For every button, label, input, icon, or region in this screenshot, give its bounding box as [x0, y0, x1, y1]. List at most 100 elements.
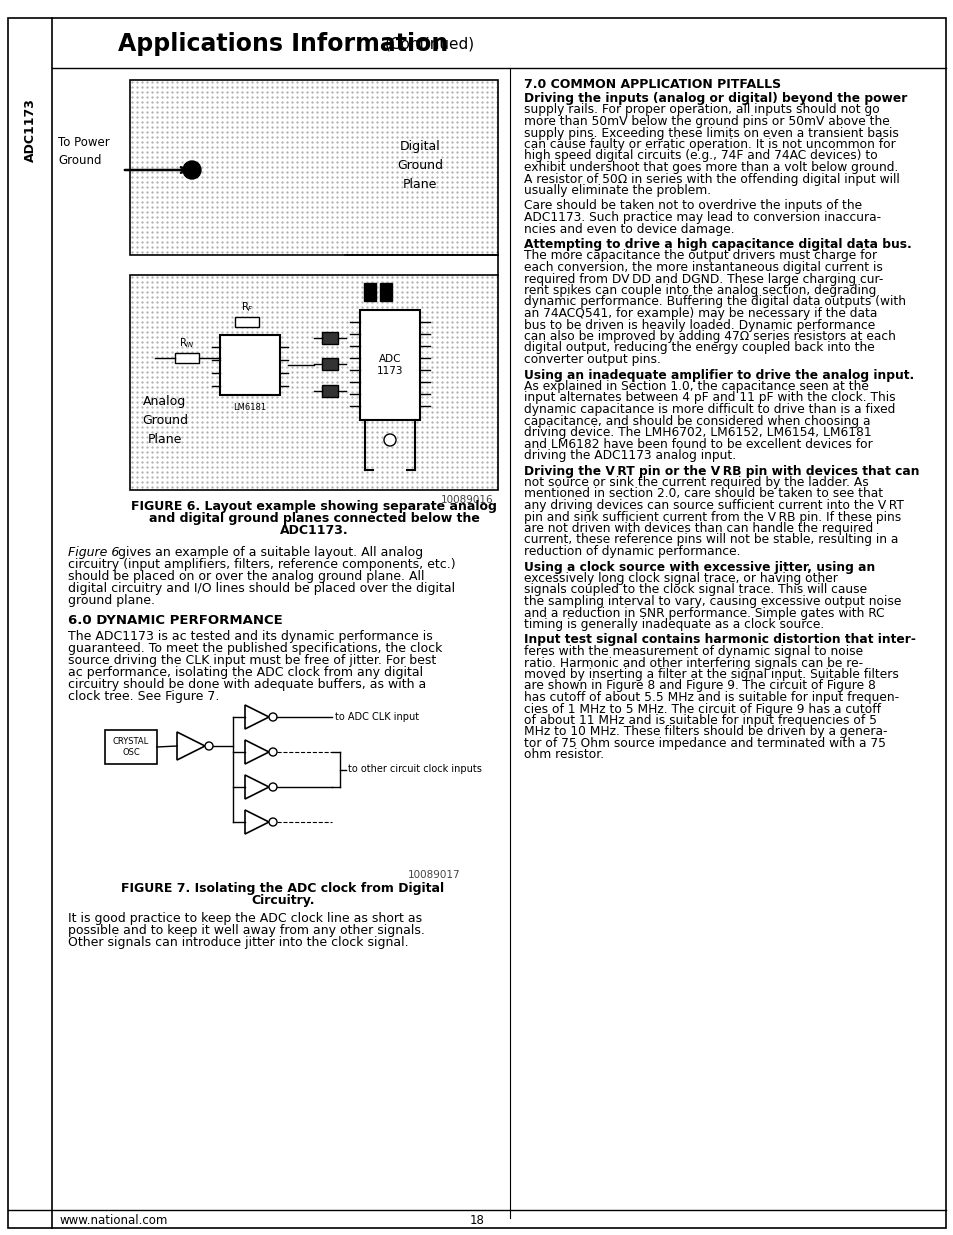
Text: ratio. Harmonic and other interfering signals can be re-: ratio. Harmonic and other interfering si… [523, 657, 862, 669]
Text: guaranteed. To meet the published specifications, the clock: guaranteed. To meet the published specif… [68, 642, 442, 655]
Text: ac performance, isolating the ADC clock from any digital: ac performance, isolating the ADC clock … [68, 666, 423, 679]
Text: gives an example of a suitable layout. All analog: gives an example of a suitable layout. A… [118, 546, 423, 559]
Text: moved by inserting a filter at the signal input. Suitable filters: moved by inserting a filter at the signa… [523, 668, 898, 680]
Text: and LM6182 have been found to be excellent devices for: and LM6182 have been found to be excelle… [523, 437, 872, 451]
Text: excessively long clock signal trace, or having other: excessively long clock signal trace, or … [523, 572, 837, 585]
Text: dynamic capacitance is more difficult to drive than is a fixed: dynamic capacitance is more difficult to… [523, 403, 895, 416]
Polygon shape [245, 776, 269, 799]
Text: has cutoff of about 5.5 MHz and is suitable for input frequen-: has cutoff of about 5.5 MHz and is suita… [523, 692, 898, 704]
Text: R$_{IN}$: R$_{IN}$ [179, 336, 194, 350]
Circle shape [269, 818, 276, 826]
Polygon shape [245, 740, 269, 764]
Circle shape [183, 161, 201, 179]
Text: should be placed on or over the analog ground plane. All: should be placed on or over the analog g… [68, 571, 424, 583]
Text: Driving the inputs (analog or digital) beyond the power: Driving the inputs (analog or digital) b… [523, 91, 906, 105]
Text: timing is generally inadequate as a clock source.: timing is generally inadequate as a cloc… [523, 618, 823, 631]
Text: Applications Information: Applications Information [118, 32, 448, 56]
Text: Driving the V RT pin or the V RB pin with devices that can: Driving the V RT pin or the V RB pin wit… [523, 464, 919, 478]
Text: 10089016: 10089016 [440, 495, 493, 505]
Text: It is good practice to keep the ADC clock line as short as: It is good practice to keep the ADC cloc… [68, 911, 421, 925]
Bar [322, 358, 337, 370]
Text: The ADC1173 is ac tested and its dynamic performance is: The ADC1173 is ac tested and its dynamic… [68, 630, 433, 643]
Circle shape [269, 713, 276, 721]
Text: 6.0 DYNAMIC PERFORMANCE: 6.0 DYNAMIC PERFORMANCE [68, 614, 282, 627]
Text: 7.0 COMMON APPLICATION PITFALLS: 7.0 COMMON APPLICATION PITFALLS [523, 78, 781, 91]
Text: mentioned in section 2.0, care should be taken to see that: mentioned in section 2.0, care should be… [523, 488, 882, 500]
Text: Using an inadequate amplifier to drive the analog input.: Using an inadequate amplifier to drive t… [523, 368, 913, 382]
Bar [174, 353, 199, 363]
Text: supply pins. Exceeding these limits on even a transient basis: supply pins. Exceeding these limits on e… [523, 126, 898, 140]
Text: Figure 6: Figure 6 [68, 546, 119, 559]
Bar [322, 332, 337, 345]
Text: converter output pins.: converter output pins. [523, 353, 660, 366]
Text: 18: 18 [469, 1214, 484, 1226]
Text: more than 50mV below the ground pins or 50mV above the: more than 50mV below the ground pins or … [523, 115, 889, 128]
Bar [130, 80, 497, 254]
Text: the sampling interval to vary, causing excessive output noise: the sampling interval to vary, causing e… [523, 595, 901, 608]
Text: ohm resistor.: ohm resistor. [523, 748, 603, 762]
Text: pin and sink sufficient current from the V RB pin. If these pins: pin and sink sufficient current from the… [523, 510, 901, 524]
Bar [379, 283, 392, 301]
Text: To Power
Ground: To Power Ground [58, 137, 110, 168]
Text: are shown in Figure 8 and Figure 9. The circuit of Figure 8: are shown in Figure 8 and Figure 9. The … [523, 679, 875, 693]
Text: ncies and even to device damage.: ncies and even to device damage. [523, 222, 734, 236]
Bar [364, 283, 375, 301]
Text: digital circuitry and I/O lines should be placed over the digital: digital circuitry and I/O lines should b… [68, 582, 455, 595]
Text: Analog
Ground
Plane: Analog Ground Plane [142, 395, 188, 446]
Text: ADC1173: ADC1173 [24, 98, 36, 162]
Text: digital output, reducing the energy coupled back into the: digital output, reducing the energy coup… [523, 342, 874, 354]
Text: 10089017: 10089017 [407, 869, 459, 881]
Circle shape [384, 433, 395, 446]
Text: can cause faulty or erratic operation. It is not uncommon for: can cause faulty or erratic operation. I… [523, 138, 895, 151]
Text: LM6181: LM6181 [233, 403, 266, 412]
Text: not source or sink the current required by the ladder. As: not source or sink the current required … [523, 475, 868, 489]
Text: www.national.com: www.national.com [60, 1214, 168, 1226]
Text: Input test signal contains harmonic distortion that inter-: Input test signal contains harmonic dist… [523, 634, 915, 646]
Text: Attempting to drive a high capacitance digital data bus.: Attempting to drive a high capacitance d… [523, 238, 911, 251]
Text: and a reduction in SNR performance. Simple gates with RC: and a reduction in SNR performance. Simp… [523, 606, 883, 620]
Text: As explained in Section 1.0, the capacitance seen at the: As explained in Section 1.0, the capacit… [523, 380, 868, 393]
Text: MHz to 10 MHz. These filters should be driven by a genera-: MHz to 10 MHz. These filters should be d… [523, 725, 886, 739]
Text: to other circuit clock inputs: to other circuit clock inputs [348, 764, 481, 774]
Text: R$_F$: R$_F$ [240, 300, 253, 314]
Text: ADC1173. Such practice may lead to conversion inaccura-: ADC1173. Such practice may lead to conve… [523, 211, 881, 224]
Bar [234, 317, 258, 327]
Bar [322, 385, 337, 396]
Text: ground plane.: ground plane. [68, 594, 154, 606]
Text: capacitance, and should be considered when choosing a: capacitance, and should be considered wh… [523, 415, 869, 427]
Text: source driving the CLK input must be free of jitter. For best: source driving the CLK input must be fre… [68, 655, 436, 667]
Text: each conversion, the more instantaneous digital current is: each conversion, the more instantaneous … [523, 261, 882, 274]
Text: feres with the measurement of dynamic signal to noise: feres with the measurement of dynamic si… [523, 645, 862, 658]
Text: can also be improved by adding 47Ω series resistors at each: can also be improved by adding 47Ω serie… [523, 330, 895, 343]
Text: usually eliminate the problem.: usually eliminate the problem. [523, 184, 710, 198]
Circle shape [269, 748, 276, 756]
Text: ADC
1173: ADC 1173 [376, 354, 403, 375]
Text: signals coupled to the clock signal trace. This will cause: signals coupled to the clock signal trac… [523, 583, 866, 597]
Text: A resistor of 50Ω in series with the offending digital input will: A resistor of 50Ω in series with the off… [523, 173, 899, 185]
Text: input alternates between 4 pF and 11 pF with the clock. This: input alternates between 4 pF and 11 pF … [523, 391, 895, 405]
Text: Using a clock source with excessive jitter, using an: Using a clock source with excessive jitt… [523, 561, 874, 573]
Text: circuitry (input amplifiers, filters, reference components, etc.): circuitry (input amplifiers, filters, re… [68, 558, 456, 571]
Text: are not driven with devices than can handle the required: are not driven with devices than can han… [523, 522, 872, 535]
Text: FIGURE 6. Layout example showing separate analog: FIGURE 6. Layout example showing separat… [131, 500, 497, 513]
Text: of about 11 MHz and is suitable for input frequencies of 5: of about 11 MHz and is suitable for inpu… [523, 714, 876, 727]
Bar [105, 730, 157, 764]
Text: an 74ACQ541, for example) may be necessary if the data: an 74ACQ541, for example) may be necessa… [523, 308, 877, 320]
Text: Circuitry.: Circuitry. [251, 894, 314, 906]
Text: and digital ground planes connected below the: and digital ground planes connected belo… [149, 513, 479, 525]
Text: driving device. The LMH6702, LM6152, LM6154, LM6181: driving device. The LMH6702, LM6152, LM6… [523, 426, 871, 438]
Text: circuitry should be done with adequate buffers, as with a: circuitry should be done with adequate b… [68, 678, 426, 692]
Text: The more capacitance the output drivers must charge for: The more capacitance the output drivers … [523, 249, 876, 263]
Circle shape [269, 783, 276, 790]
Text: Other signals can introduce jitter into the clock signal.: Other signals can introduce jitter into … [68, 936, 408, 948]
Text: FIGURE 7. Isolating the ADC clock from Digital: FIGURE 7. Isolating the ADC clock from D… [121, 882, 444, 895]
Text: current, these reference pins will not be stable, resulting in a: current, these reference pins will not b… [523, 534, 898, 547]
Text: rent spikes can couple into the analog section, degrading: rent spikes can couple into the analog s… [523, 284, 876, 296]
Text: reduction of dynamic performance.: reduction of dynamic performance. [523, 545, 740, 558]
Circle shape [205, 742, 213, 750]
Text: ADC1173.: ADC1173. [279, 524, 348, 537]
Text: driving the ADC1173 analog input.: driving the ADC1173 analog input. [523, 450, 736, 462]
Text: cies of 1 MHz to 5 MHz. The circuit of Figure 9 has a cutoff: cies of 1 MHz to 5 MHz. The circuit of F… [523, 703, 880, 715]
Text: CRYSTAL
OSC: CRYSTAL OSC [112, 737, 149, 757]
Polygon shape [245, 810, 269, 834]
